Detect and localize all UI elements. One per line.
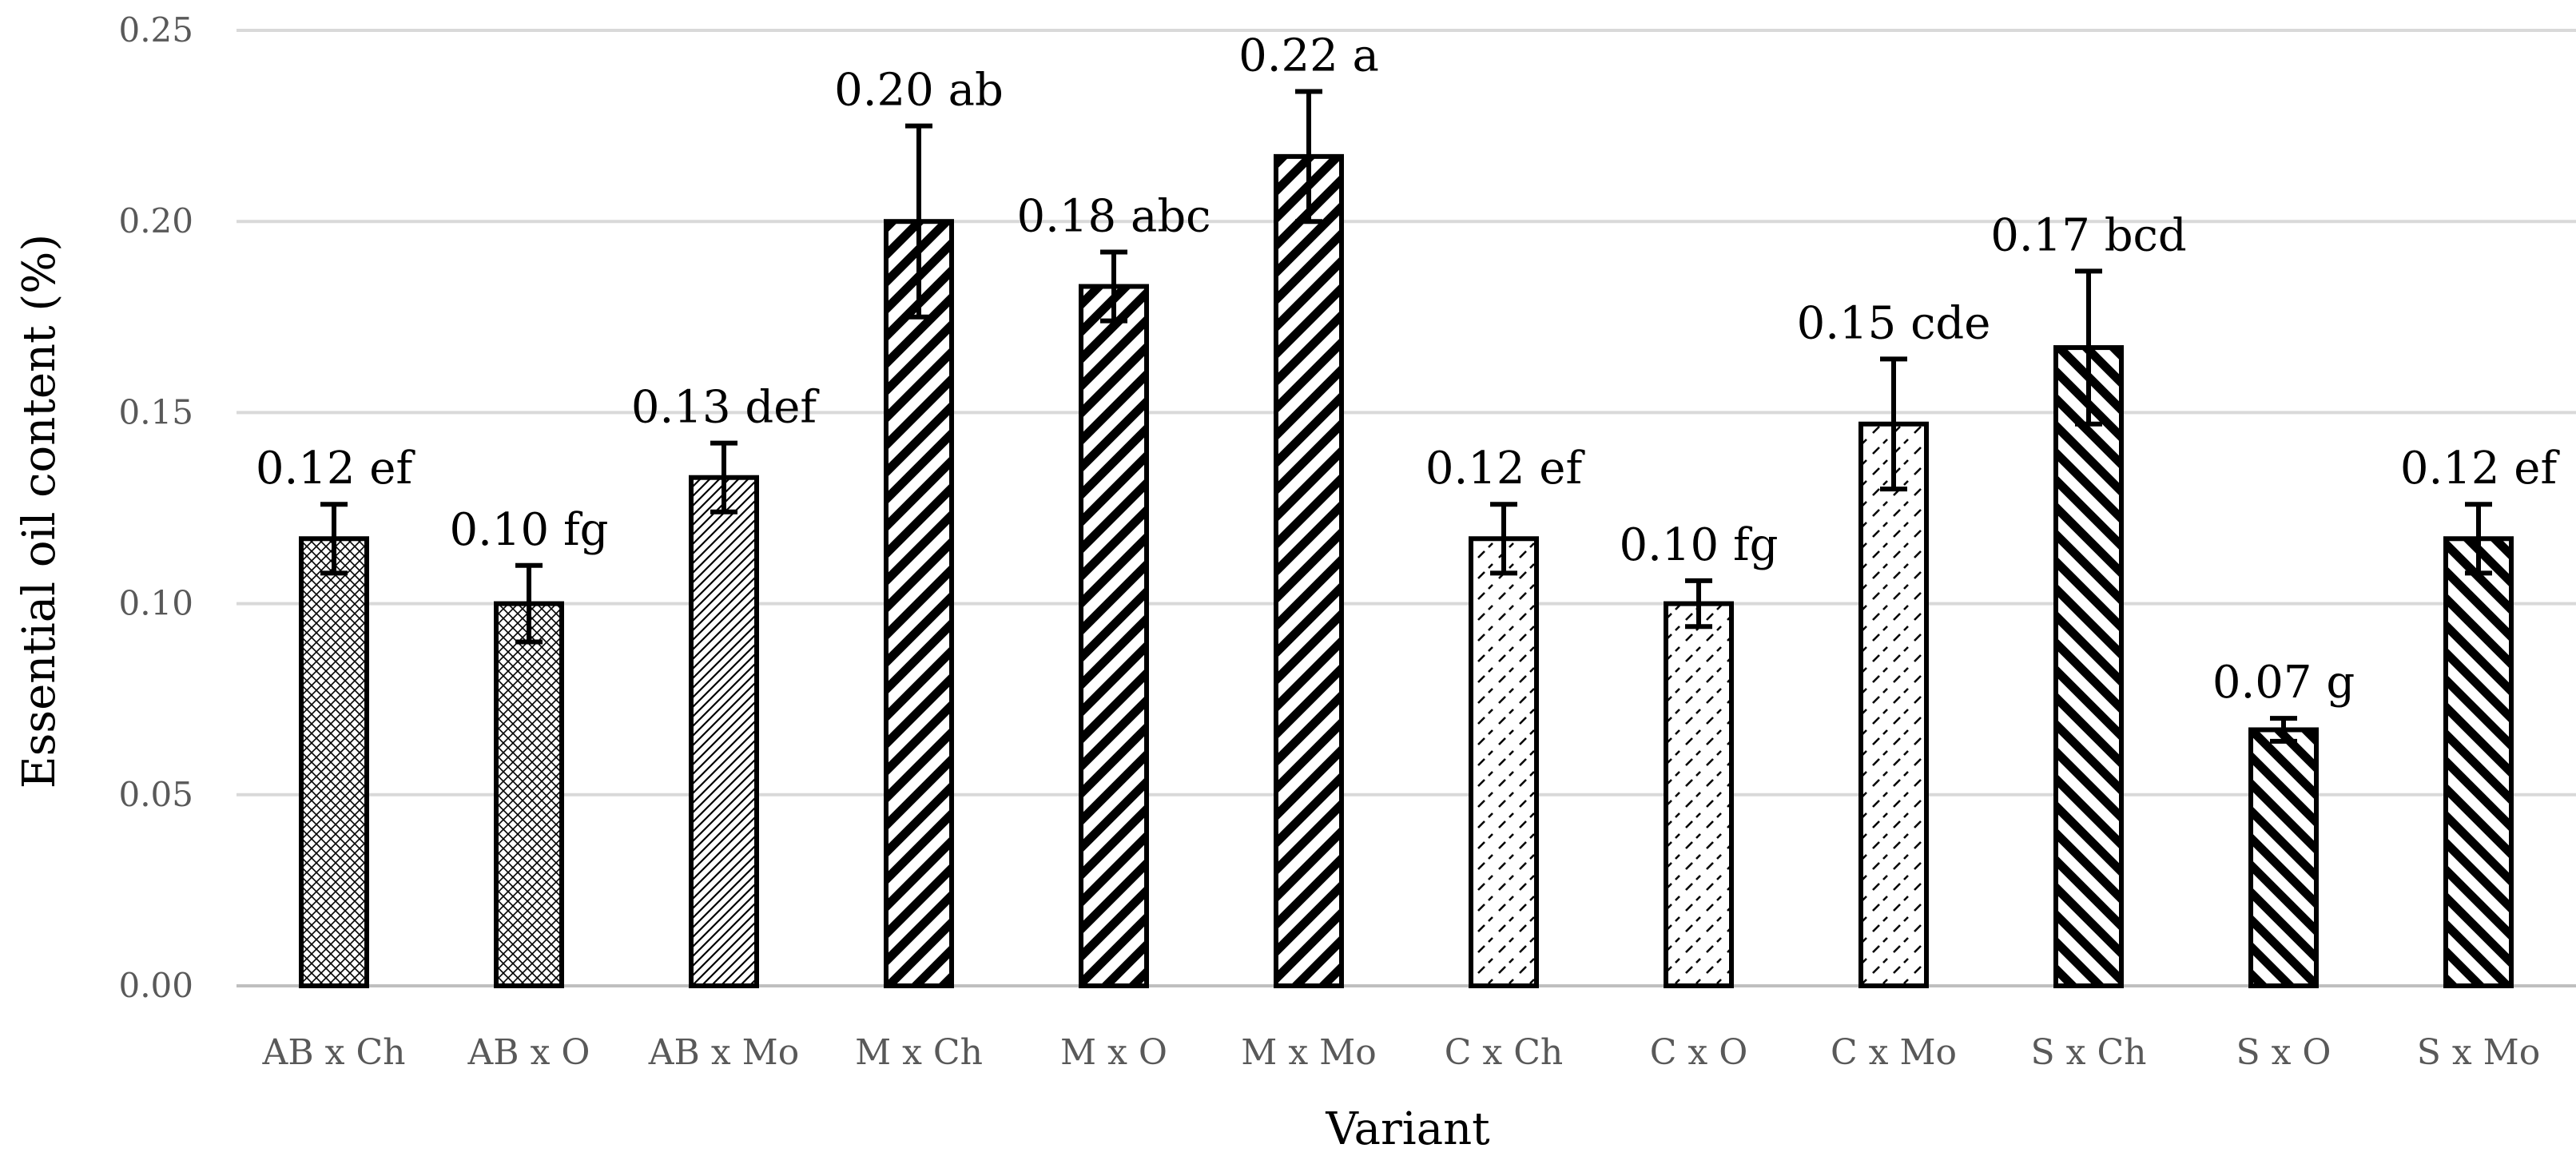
bar [2443, 536, 2514, 988]
data-label: 0.10 fg [1619, 519, 1778, 571]
x-tick-label: S x Ch [2031, 1032, 2147, 1073]
x-tick-label: M x Mo [1241, 1032, 1376, 1073]
x-axis-ticks: AB x Ch AB x O AB x Mo M x Ch M x O M x Mo C x… [262, 1032, 2541, 1073]
bars: 0.12 ef 0.10 fg 0.13 def 0.20 ab 0.18 abc 0.2… [256, 30, 2561, 989]
data-label: 0.18 abc [1016, 190, 1210, 242]
data-label: 0.17 bcd [1990, 209, 2187, 261]
x-tick-label: AB x O [467, 1032, 590, 1073]
bar [689, 475, 759, 988]
error-bar [1100, 249, 1127, 324]
error-bar [515, 562, 543, 645]
bar [494, 601, 564, 988]
y-axis-ticks: 0.00 0.05 0.10 0.15 0.20 0.25 [118, 10, 193, 1005]
bar [2248, 727, 2319, 988]
data-label: 0.12 ef [1425, 443, 1586, 495]
bar [884, 219, 954, 988]
data-label: 0.12 ef [256, 443, 416, 495]
y-tick-label: 0.25 [118, 10, 193, 50]
bar [299, 536, 369, 988]
data-label: 0.10 fg [449, 504, 608, 556]
x-tick-label: S x Mo [2417, 1032, 2540, 1073]
error-bar [905, 123, 932, 320]
data-label: 0.15 cde [1797, 297, 1991, 349]
data-label: 0.07 g [2212, 657, 2355, 709]
error-bar [1880, 356, 1907, 492]
x-tick-label: M x O [1060, 1032, 1167, 1073]
y-tick-label: 0.20 [118, 201, 193, 240]
y-tick-label: 0.10 [118, 584, 193, 623]
data-label: 0.12 ef [2400, 443, 2561, 495]
error-bar [2075, 268, 2102, 427]
x-axis-title: Variant [1325, 1103, 1490, 1155]
bar [2053, 345, 2124, 988]
x-tick-label: M x Ch [855, 1032, 983, 1073]
x-tick-label: S x O [2236, 1032, 2331, 1073]
bar [1469, 536, 1539, 988]
x-tick-label: AB x Mo [648, 1032, 799, 1073]
error-bar [1295, 89, 1322, 224]
x-tick-label: AB x Ch [262, 1032, 406, 1073]
data-label: 0.22 a [1238, 30, 1379, 82]
error-bar [1490, 502, 1517, 576]
bar [1858, 421, 1929, 988]
x-tick-label: C x O [1650, 1032, 1748, 1073]
error-bar [320, 502, 348, 576]
bar [1079, 284, 1149, 988]
y-tick-label: 0.15 [118, 392, 193, 431]
x-tick-label: C x Mo [1831, 1032, 1957, 1073]
error-bar [1685, 578, 1712, 630]
error-bar [2270, 716, 2297, 744]
x-tick-label: C x Ch [1445, 1032, 1563, 1073]
y-tick-label: 0.05 [118, 775, 193, 814]
data-label: 0.20 ab [834, 65, 1004, 117]
error-bar [710, 440, 737, 514]
data-label: 0.13 def [631, 382, 820, 434]
bar [1664, 601, 1734, 988]
gridlines [237, 29, 2576, 987]
bar [1274, 153, 1344, 989]
y-axis-title: Essential oil content (%) [14, 234, 66, 789]
y-tick-label: 0.00 [118, 966, 193, 1005]
error-bar [2465, 502, 2492, 576]
